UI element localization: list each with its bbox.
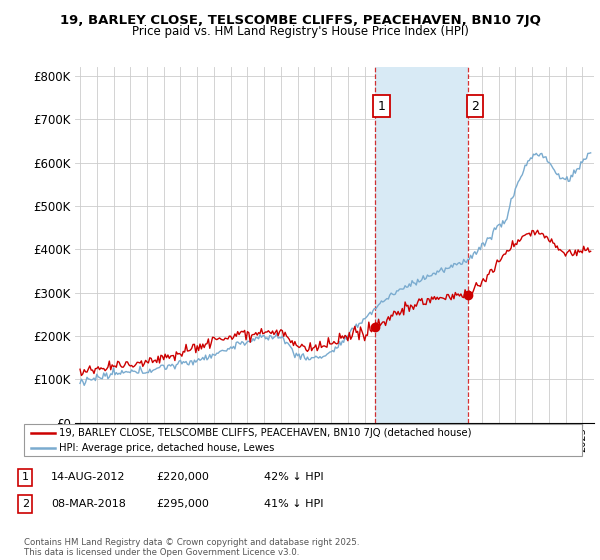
Text: 19, BARLEY CLOSE, TELSCOMBE CLIFFS, PEACEHAVEN, BN10 7JQ: 19, BARLEY CLOSE, TELSCOMBE CLIFFS, PEAC… [59,14,541,27]
Text: 41% ↓ HPI: 41% ↓ HPI [264,499,323,509]
Text: 1: 1 [22,472,29,482]
Text: Price paid vs. HM Land Registry's House Price Index (HPI): Price paid vs. HM Land Registry's House … [131,25,469,38]
Text: HPI: Average price, detached house, Lewes: HPI: Average price, detached house, Lewe… [59,442,274,452]
Bar [375,67,468,423]
Text: 19, BARLEY CLOSE, TELSCOMBE CLIFFS, PEACEHAVEN, BN10 7JQ (detached house): 19, BARLEY CLOSE, TELSCOMBE CLIFFS, PEAC… [59,428,472,438]
Text: £220,000: £220,000 [156,472,209,482]
Text: 14-AUG-2012: 14-AUG-2012 [51,472,125,482]
Text: £295,000: £295,000 [156,499,209,509]
Text: 2: 2 [471,100,479,113]
Text: 1: 1 [378,100,386,113]
Text: 08-MAR-2018: 08-MAR-2018 [51,499,126,509]
Text: 42% ↓ HPI: 42% ↓ HPI [264,472,323,482]
Text: 2: 2 [22,499,29,509]
Text: Contains HM Land Registry data © Crown copyright and database right 2025.
This d: Contains HM Land Registry data © Crown c… [24,538,359,557]
